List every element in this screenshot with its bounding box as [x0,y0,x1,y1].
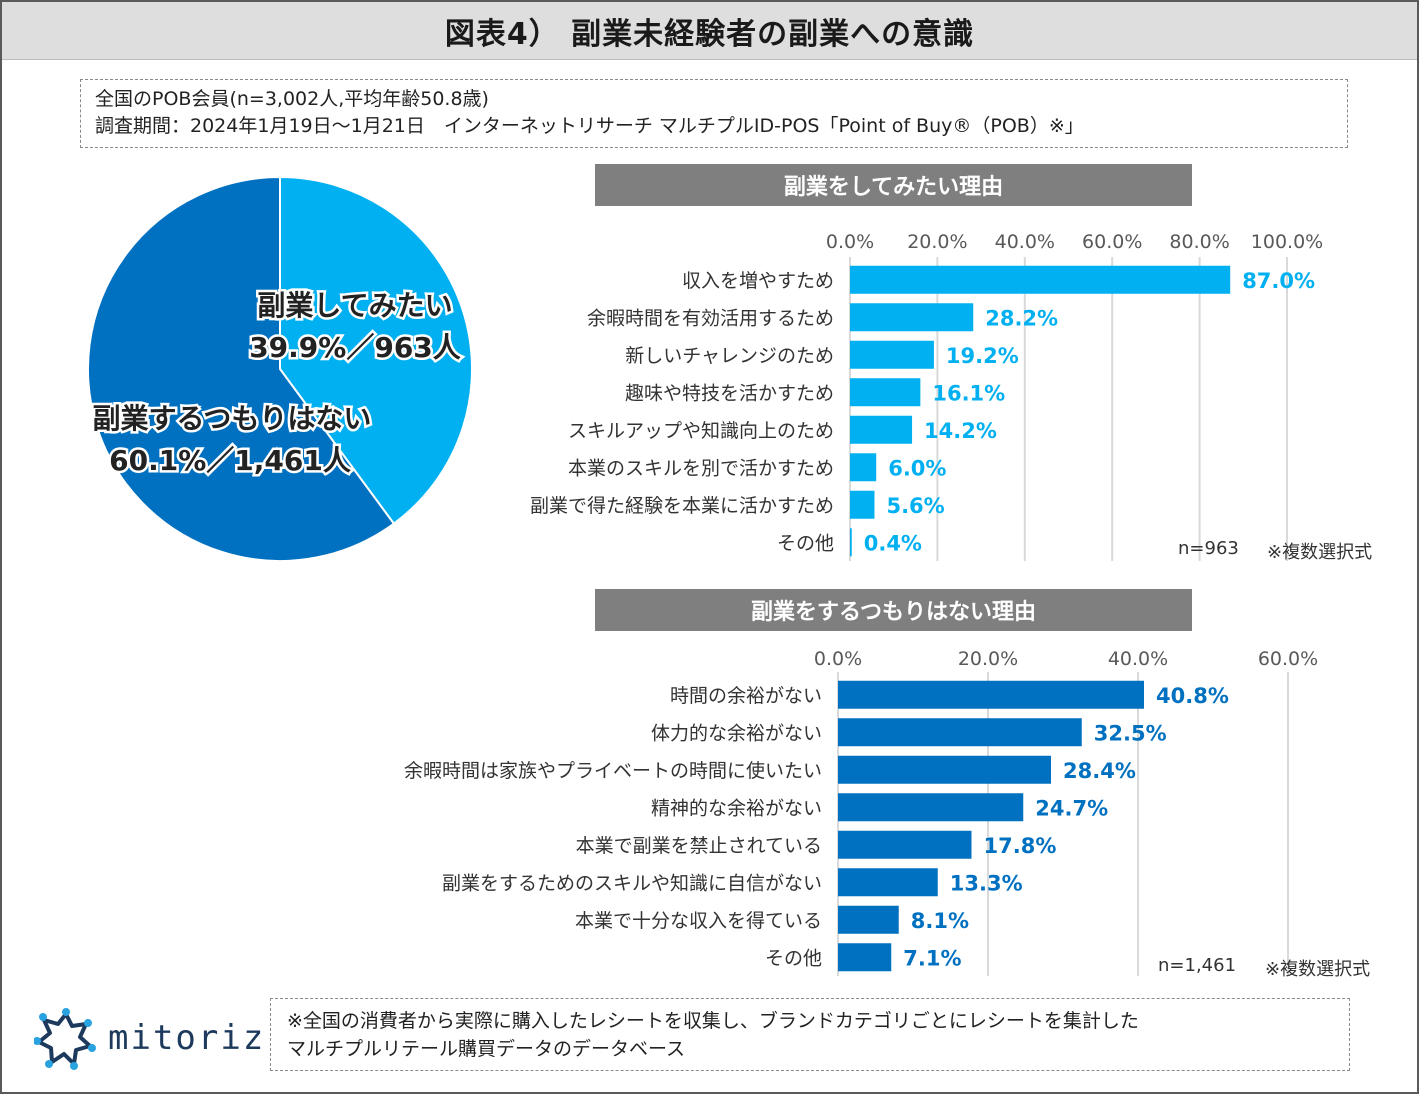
data-label: 40.8% [1156,684,1229,708]
category-label: 本業のスキルを別で活かすため [568,457,834,479]
x-tick-label: 100.0% [1251,231,1323,253]
pie-label-want-name: 副業してみたい [257,289,452,322]
data-label: 19.2% [946,344,1019,368]
bar [850,378,921,407]
bar [838,680,1144,709]
category-label: 趣味や特技を活かすため [625,382,834,404]
data-label: 87.0% [1242,269,1315,293]
x-tick-label: 40.0% [995,231,1055,253]
data-label: 16.1% [932,381,1005,405]
bar [838,718,1082,747]
survey-sample-line: 全国のPOB会員(n=3,002人,平均年齢50.8歳) [95,88,489,110]
category-label: 副業で得た経験を本業に活かすため [530,495,834,517]
pie-slice-want [279,175,473,526]
data-label: 17.8% [984,834,1057,858]
data-label: 8.1% [911,909,969,933]
bar [850,528,852,557]
pie-label-not-name: 副業するつもりはない [93,402,372,435]
mitoriz-logo-text: mitoriz [108,1018,266,1058]
x-tick-label: 60.0% [1258,648,1318,670]
category-label: 収入を増やすため [682,270,834,292]
category-label: 副業をするためのスキルや知識に自信がない [442,872,822,894]
data-label: 24.7% [1035,796,1108,820]
bar [838,755,1051,784]
category-label: その他 [777,532,834,554]
bar [850,490,875,519]
bar [850,303,974,332]
data-label: 6.0% [888,456,946,480]
category-label: 余暇時間を有効活用するため [587,307,834,329]
pie-label-want-value: 39.9%／963人 [249,331,461,364]
category-label: その他 [765,947,822,969]
bar [850,415,913,444]
want-reasons-bar-chart: 0.0% 20.0% 40.0% 60.0% 80.0% 100.0% 収入を増やすため 87… [530,231,1323,561]
category-label: 本業で副業を禁止されている [576,835,822,857]
x-tick-label: 20.0% [907,231,967,253]
bar [838,905,899,934]
footnote-line-1: ※全国の消費者から実際に購入したレシートを収集し、ブランドカテゴリごとにレシート… [287,1010,1139,1032]
bar [850,453,877,482]
data-label: 7.1% [903,946,961,970]
bar [838,830,972,859]
footnote-line-2: マルチプルリテール購買データのデータベース [287,1038,686,1060]
want-n-note: n=963 [1178,538,1239,559]
mitoriz-logo-icon [34,1008,96,1070]
bar [838,868,938,897]
figure-title: 図表4） 副業未経験者の副業への意識 [2,2,1417,60]
bar [850,265,1231,294]
category-label: 時間の余裕がない [670,685,822,707]
mitoriz-logo: mitoriz [34,1008,266,1070]
not-intend-multi-note: ※複数選択式 [1265,959,1371,980]
pie-chart: 副業してみたい 39.9%／963人 副業するつもりはない 60.1%／1,46… [87,175,473,562]
not-intend-n-note: n=1,461 [1158,955,1237,976]
want-multi-note: ※複数選択式 [1267,542,1373,563]
data-label: 28.4% [1063,759,1136,783]
bar [850,340,934,369]
data-label: 14.2% [924,419,997,443]
x-tick-label: 0.0% [814,648,862,670]
category-label: 新しいチャレンジのため [625,345,834,367]
data-label: 13.3% [950,871,1023,895]
category-label: スキルアップや知識向上のため [568,420,834,442]
category-label: 体力的な余裕がない [651,722,822,744]
data-label: 0.4% [864,531,922,555]
data-label: 5.6% [886,494,944,518]
x-tick-label: 20.0% [958,648,1018,670]
survey-period-line: 調査期間：2024年1月19日〜1月21日 インターネットリサーチ マルチプルI… [95,115,1084,137]
category-label: 精神的な余裕がない [651,797,822,819]
want-reasons-header: 副業をしてみたい理由 [595,164,1192,206]
bar [838,793,1024,822]
data-label: 28.2% [985,306,1058,330]
pie-slice-not-intend [87,175,396,562]
data-label: 32.5% [1094,721,1167,745]
not-intend-reasons-header: 副業をするつもりはない理由 [595,589,1192,631]
bar [838,943,892,972]
x-tick-label: 40.0% [1108,648,1168,670]
category-label: 本業で十分な収入を得ている [575,910,822,932]
x-tick-label: 60.0% [1082,231,1142,253]
survey-info-box: 全国のPOB会員(n=3,002人,平均年齢50.8歳) 調査期間：2024年1… [80,79,1348,148]
category-label: 余暇時間は家族やプライベートの時間に使いたい [404,760,822,782]
not-intend-reasons-bar-chart: 0.0% 20.0% 40.0% 60.0% 時間の余裕がない 40.8% 体力的な余裕がな… [404,648,1318,976]
x-tick-label: 0.0% [826,231,874,253]
x-tick-label: 80.0% [1169,231,1229,253]
pie-label-not-value: 60.1%／1,461人 [109,444,351,477]
footnote-box: ※全国の消費者から実際に購入したレシートを収集し、ブランドカテゴリごとにレシート… [270,998,1350,1071]
